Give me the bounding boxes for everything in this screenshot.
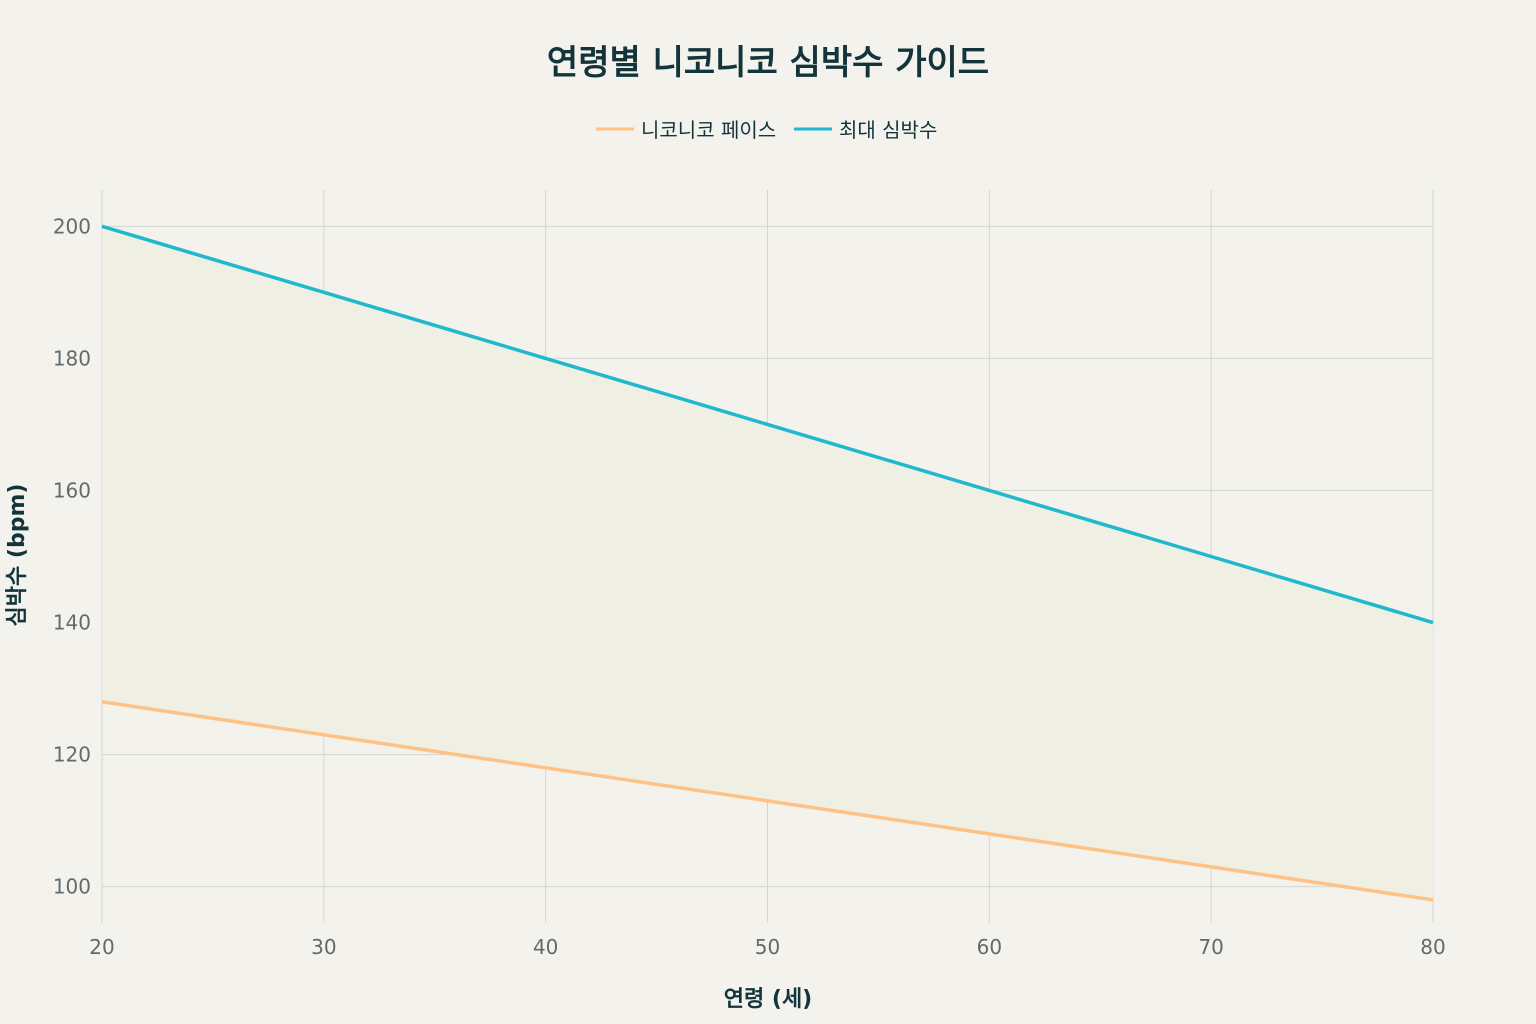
y-axis-title: 심박수 (bpm) — [5, 484, 30, 627]
y-tick-label: 200 — [53, 214, 91, 238]
y-tick-label: 140 — [53, 611, 91, 635]
y-tick-label: 100 — [53, 875, 91, 899]
legend-label-max: 최대 심박수 — [839, 118, 937, 142]
x-tick-label: 60 — [977, 935, 1002, 959]
y-tick-label: 160 — [53, 478, 91, 502]
x-tick-label: 20 — [89, 935, 114, 959]
x-tick-label: 70 — [1198, 935, 1223, 959]
x-tick-label: 80 — [1420, 935, 1445, 959]
y-axis-ticks: 100 120 140 160 180 200 — [53, 214, 91, 898]
series-line-0 — [101, 700, 1434, 902]
x-tick-label: 50 — [755, 935, 780, 959]
series-line-1 — [101, 224, 1434, 625]
series-lines — [101, 224, 1434, 902]
x-tick-label: 40 — [533, 935, 558, 959]
chart-title: 연령별 니코니코 심박수 가이드 — [547, 43, 989, 83]
legend-label-niconico: 니코니코 페이스 — [641, 118, 776, 142]
x-axis-title: 연령 (세) — [724, 987, 813, 1012]
y-tick-label: 120 — [53, 743, 91, 767]
legend: 니코니코 페이스 최대 심박수 — [596, 118, 937, 142]
x-tick-label: 30 — [311, 935, 336, 959]
fill-between-area — [102, 226, 1433, 900]
x-axis-ticks: 20 30 40 50 60 70 80 — [89, 935, 1445, 959]
y-tick-label: 180 — [53, 346, 91, 370]
